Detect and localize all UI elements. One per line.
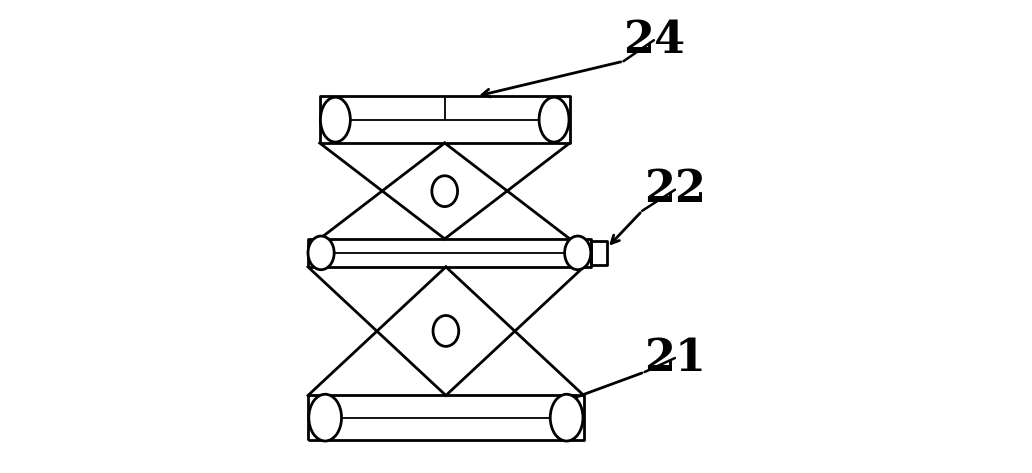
Ellipse shape bbox=[565, 236, 590, 270]
Ellipse shape bbox=[433, 315, 459, 346]
Ellipse shape bbox=[320, 97, 350, 142]
Ellipse shape bbox=[431, 176, 457, 207]
Text: 21: 21 bbox=[644, 336, 706, 379]
Ellipse shape bbox=[539, 97, 569, 142]
Ellipse shape bbox=[550, 394, 583, 441]
Text: 22: 22 bbox=[644, 168, 706, 211]
Ellipse shape bbox=[308, 236, 334, 270]
Text: 24: 24 bbox=[623, 18, 685, 61]
Ellipse shape bbox=[309, 394, 342, 441]
